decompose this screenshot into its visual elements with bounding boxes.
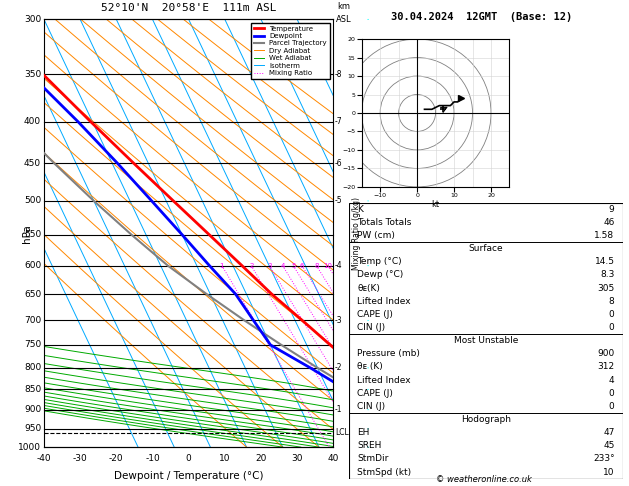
Text: Mixing Ratio (g/kg): Mixing Ratio (g/kg) (352, 197, 361, 270)
Text: 10: 10 (323, 262, 332, 269)
Text: K: K (357, 205, 363, 214)
Text: -7: -7 (335, 117, 342, 126)
Text: 30: 30 (291, 453, 303, 463)
Text: 233°: 233° (593, 454, 615, 464)
Text: 1: 1 (220, 262, 224, 269)
Text: 2: 2 (249, 262, 253, 269)
Text: 650: 650 (24, 290, 41, 298)
Text: 3: 3 (267, 262, 272, 269)
Text: 450: 450 (24, 159, 41, 168)
Text: -2: -2 (335, 364, 342, 372)
Text: 400: 400 (24, 117, 41, 126)
Text: θᴇ (K): θᴇ (K) (357, 363, 383, 371)
Text: -10: -10 (145, 453, 160, 463)
Text: 6: 6 (300, 262, 304, 269)
Text: PW (cm): PW (cm) (357, 231, 395, 240)
Text: 4: 4 (281, 262, 285, 269)
Text: 47: 47 (603, 428, 615, 437)
Text: 10: 10 (219, 453, 231, 463)
Text: 550: 550 (24, 230, 41, 239)
Text: 0: 0 (609, 389, 615, 398)
Text: EH: EH (357, 428, 370, 437)
Text: ASL: ASL (336, 15, 352, 24)
Text: 305: 305 (598, 284, 615, 293)
Text: 0: 0 (609, 310, 615, 319)
Text: 4: 4 (609, 376, 615, 384)
Text: 45: 45 (603, 441, 615, 451)
Legend: Temperature, Dewpoint, Parcel Trajectory, Dry Adiabat, Wet Adiabat, Isotherm, Mi: Temperature, Dewpoint, Parcel Trajectory… (251, 23, 330, 79)
Text: 800: 800 (24, 364, 41, 372)
Text: Most Unstable: Most Unstable (454, 336, 518, 345)
Text: Lifted Index: Lifted Index (357, 297, 411, 306)
Text: © weatheronline.co.uk: © weatheronline.co.uk (437, 474, 532, 484)
Text: 1000: 1000 (18, 443, 41, 451)
Text: 8: 8 (314, 262, 319, 269)
Text: -20: -20 (109, 453, 124, 463)
Text: 20: 20 (255, 453, 267, 463)
Text: -6: -6 (335, 159, 342, 168)
Text: Surface: Surface (469, 244, 503, 253)
Text: 900: 900 (598, 349, 615, 358)
Text: 350: 350 (24, 69, 41, 79)
Text: 0: 0 (186, 453, 192, 463)
Text: Dewpoint / Temperature (°C): Dewpoint / Temperature (°C) (114, 470, 264, 481)
Text: 5: 5 (291, 262, 296, 269)
Text: StmSpd (kt): StmSpd (kt) (357, 468, 411, 477)
Text: 1.58: 1.58 (594, 231, 615, 240)
Text: Pressure (mb): Pressure (mb) (357, 349, 420, 358)
Text: 900: 900 (24, 405, 41, 414)
Text: 30.04.2024  12GMT  (Base: 12): 30.04.2024 12GMT (Base: 12) (391, 12, 572, 22)
Text: -5: -5 (335, 196, 342, 206)
Text: 46: 46 (603, 218, 615, 227)
Text: Hodograph: Hodograph (461, 415, 511, 424)
Text: -1: -1 (335, 405, 342, 414)
Text: CIN (J): CIN (J) (357, 402, 386, 411)
Text: SREH: SREH (357, 441, 382, 451)
Text: -8: -8 (335, 69, 342, 79)
Text: -4: -4 (335, 261, 342, 270)
Text: 8.3: 8.3 (600, 271, 615, 279)
Text: 500: 500 (24, 196, 41, 206)
Text: StmDir: StmDir (357, 454, 389, 464)
Text: km: km (337, 2, 350, 11)
Text: 0: 0 (609, 323, 615, 332)
Text: -3: -3 (335, 316, 342, 325)
Text: 52°10'N  20°58'E  111m ASL: 52°10'N 20°58'E 111m ASL (101, 3, 277, 13)
Text: θᴇ(K): θᴇ(K) (357, 284, 380, 293)
Text: 700: 700 (24, 316, 41, 325)
Text: 0: 0 (609, 402, 615, 411)
Text: 312: 312 (598, 363, 615, 371)
Text: 40: 40 (328, 453, 339, 463)
Text: CAPE (J): CAPE (J) (357, 310, 393, 319)
Text: LCL: LCL (335, 428, 348, 437)
Text: 9: 9 (609, 205, 615, 214)
X-axis label: kt: kt (431, 200, 440, 208)
Text: 750: 750 (24, 340, 41, 349)
Text: 600: 600 (24, 261, 41, 270)
Text: Temp (°C): Temp (°C) (357, 257, 402, 266)
Text: hPa: hPa (21, 224, 31, 243)
Text: 850: 850 (24, 385, 41, 394)
Text: 300: 300 (24, 15, 41, 24)
Text: -40: -40 (36, 453, 52, 463)
Text: 8: 8 (609, 297, 615, 306)
Text: -30: -30 (73, 453, 87, 463)
Text: Dewp (°C): Dewp (°C) (357, 271, 404, 279)
Text: CAPE (J): CAPE (J) (357, 389, 393, 398)
Text: Lifted Index: Lifted Index (357, 376, 411, 384)
Text: 14.5: 14.5 (594, 257, 615, 266)
Text: 950: 950 (24, 424, 41, 434)
Text: 10: 10 (603, 468, 615, 477)
Text: Totals Totals: Totals Totals (357, 218, 411, 227)
Text: CIN (J): CIN (J) (357, 323, 386, 332)
